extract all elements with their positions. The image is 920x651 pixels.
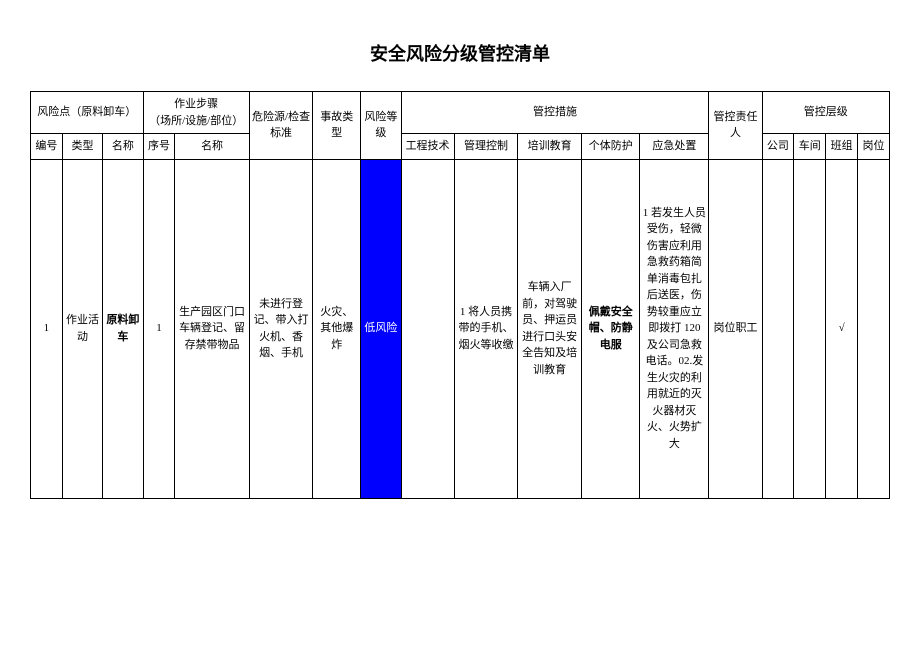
header-control-measures: 管控措施 [401,92,709,134]
header-management: 管理控制 [454,134,518,160]
cell-workshop [794,159,826,498]
header-engineering: 工程技术 [401,134,454,160]
cell-hazard: 未进行登记、带入打火机、香烟、手机 [249,159,313,498]
cell-seq: 1 [143,159,175,498]
header-post: 岗位 [858,134,890,160]
header-hazard: 危险源/检查标准 [249,92,313,160]
header-workshop: 车间 [794,134,826,160]
header-type: 类型 [62,134,102,160]
cell-type: 作业活动 [62,159,102,498]
cell-training: 车辆入厂前，对驾驶员、押运员进行口头安全告知及培训教育 [518,159,582,498]
header-control-level: 管控层级 [762,92,890,134]
cell-emergency: 1 若发生人员受伤，轻微伤害应利用急救药箱简单消毒包扎后送医，伤势较重应立即拨打… [640,159,709,498]
cell-step-name: 生产园区门口车辆登记、留存禁带物品 [175,159,249,498]
header-responsible: 管控责任人 [709,92,762,160]
cell-ppe: 佩戴安全帽、防静电服 [582,159,640,498]
cell-no: 1 [31,159,63,498]
cell-responsible: 岗位职工 [709,159,762,498]
risk-control-table: 风险点（原料卸车） 作业步骤（场所/设施/部位） 危险源/检查标准 事故类型 风… [30,91,890,499]
cell-post [858,159,890,498]
header-company: 公司 [762,134,794,160]
header-training: 培训教育 [518,134,582,160]
header-seq: 序号 [143,134,175,160]
header-step-name: 名称 [175,134,249,160]
cell-team: √ [826,159,858,498]
cell-name: 原料卸车 [103,159,143,498]
header-team: 班组 [826,134,858,160]
cell-accident-type: 火灾、其他爆炸 [313,159,361,498]
header-ppe: 个体防护 [582,134,640,160]
header-work-step: 作业步骤（场所/设施/部位） [143,92,249,134]
header-accident-type: 事故类型 [313,92,361,160]
cell-company [762,159,794,498]
header-no: 编号 [31,134,63,160]
table-row: 1 作业活动 原料卸车 1 生产园区门口车辆登记、留存禁带物品 未进行登记、带入… [31,159,890,498]
header-risk-point: 风险点（原料卸车） [31,92,144,134]
cell-management: 1 将人员携带的手机、烟火等收缴 [454,159,518,498]
cell-engineering [401,159,454,498]
document-title: 安全风险分级管控清单 [30,40,890,66]
cell-risk-level: 低风险 [361,159,401,498]
header-emergency: 应急处置 [640,134,709,160]
header-risk-level: 风险等级 [361,92,401,160]
header-name: 名称 [103,134,143,160]
